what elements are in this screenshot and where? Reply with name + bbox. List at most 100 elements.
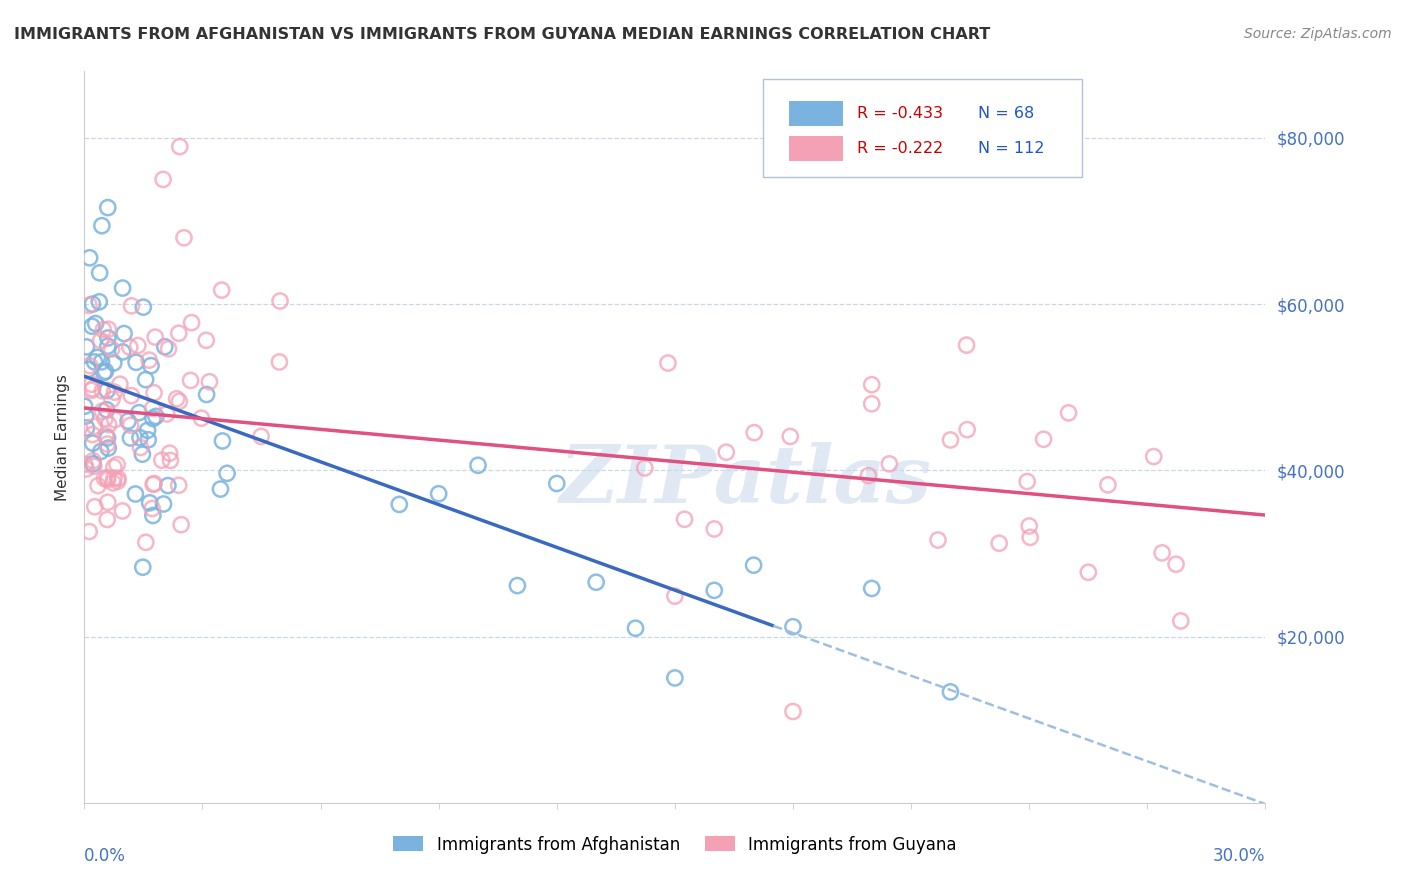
- Point: [97, 473, 120, 487]
- Point: [107, 474, 129, 488]
- Point: [624, 621, 647, 635]
- Point: [170, 517, 193, 532]
- Point: [145, 409, 167, 424]
- Point: [128, 406, 150, 420]
- Point: [209, 482, 232, 496]
- Point: [111, 281, 134, 295]
- Point: [860, 582, 883, 596]
- Point: [1019, 530, 1042, 544]
- Point: [127, 338, 149, 352]
- Bar: [789, 101, 842, 127]
- Point: [82, 382, 104, 396]
- Text: R = -0.222: R = -0.222: [856, 141, 943, 156]
- Point: [90, 444, 112, 458]
- Point: [111, 504, 134, 518]
- Point: [103, 385, 125, 400]
- Text: Source: ZipAtlas.com: Source: ZipAtlas.com: [1244, 27, 1392, 41]
- Point: [779, 429, 801, 443]
- Y-axis label: Median Earnings: Median Earnings: [55, 374, 70, 500]
- Point: [195, 387, 218, 401]
- Point: [82, 453, 104, 467]
- Point: [105, 458, 128, 472]
- Point: [91, 384, 114, 398]
- Point: [101, 392, 124, 407]
- Point: [269, 355, 291, 369]
- Text: N = 112: N = 112: [979, 141, 1045, 156]
- Point: [120, 431, 142, 445]
- Point: [190, 411, 212, 425]
- Point: [97, 495, 120, 509]
- Point: [939, 685, 962, 699]
- Point: [75, 462, 97, 476]
- Point: [939, 433, 962, 447]
- Point: [93, 366, 115, 380]
- Point: [112, 326, 135, 341]
- Point: [1017, 475, 1039, 489]
- Point: [96, 384, 118, 398]
- Point: [143, 476, 166, 491]
- Point: [217, 467, 239, 481]
- Text: 30.0%: 30.0%: [1213, 847, 1265, 864]
- Point: [96, 437, 118, 451]
- Point: [956, 423, 979, 437]
- Point: [703, 522, 725, 536]
- Point: [142, 477, 165, 491]
- Text: 0.0%: 0.0%: [84, 847, 127, 864]
- Point: [139, 359, 162, 373]
- Point: [1097, 478, 1119, 492]
- Point: [782, 620, 804, 634]
- Point: [124, 487, 146, 501]
- Point: [97, 322, 120, 336]
- Point: [955, 338, 977, 352]
- Point: [97, 441, 120, 455]
- Point: [79, 251, 101, 265]
- Point: [664, 589, 686, 603]
- Point: [125, 355, 148, 369]
- Point: [118, 340, 141, 354]
- Point: [120, 418, 142, 433]
- Point: [87, 479, 110, 493]
- Point: [77, 524, 100, 539]
- Point: [111, 345, 134, 359]
- Point: [211, 283, 233, 297]
- Point: [73, 399, 96, 413]
- Point: [73, 457, 96, 471]
- Point: [82, 297, 104, 311]
- Point: [136, 423, 159, 437]
- Point: [1057, 406, 1080, 420]
- Point: [988, 536, 1011, 550]
- Point: [169, 394, 191, 409]
- Text: N = 68: N = 68: [979, 106, 1035, 121]
- Point: [83, 419, 105, 434]
- FancyBboxPatch shape: [763, 78, 1083, 178]
- Point: [135, 535, 157, 549]
- Point: [167, 326, 190, 341]
- Point: [82, 436, 104, 450]
- Point: [860, 377, 883, 392]
- Point: [103, 471, 125, 485]
- Point: [75, 409, 97, 423]
- Point: [742, 558, 765, 573]
- Point: [141, 501, 163, 516]
- Point: [89, 266, 111, 280]
- Point: [703, 583, 725, 598]
- Point: [131, 447, 153, 461]
- Point: [152, 172, 174, 186]
- Point: [467, 458, 489, 473]
- Point: [143, 330, 166, 344]
- Point: [167, 478, 190, 492]
- Point: [77, 298, 100, 312]
- Point: [1170, 614, 1192, 628]
- Point: [97, 201, 120, 215]
- Point: [89, 294, 111, 309]
- Point: [427, 487, 450, 501]
- Point: [120, 389, 142, 403]
- Point: [673, 512, 696, 526]
- Point: [156, 407, 179, 421]
- Bar: [789, 136, 842, 161]
- Point: [104, 413, 127, 427]
- Point: [94, 428, 117, 442]
- Point: [634, 461, 657, 475]
- Point: [80, 319, 103, 334]
- Point: [83, 500, 105, 514]
